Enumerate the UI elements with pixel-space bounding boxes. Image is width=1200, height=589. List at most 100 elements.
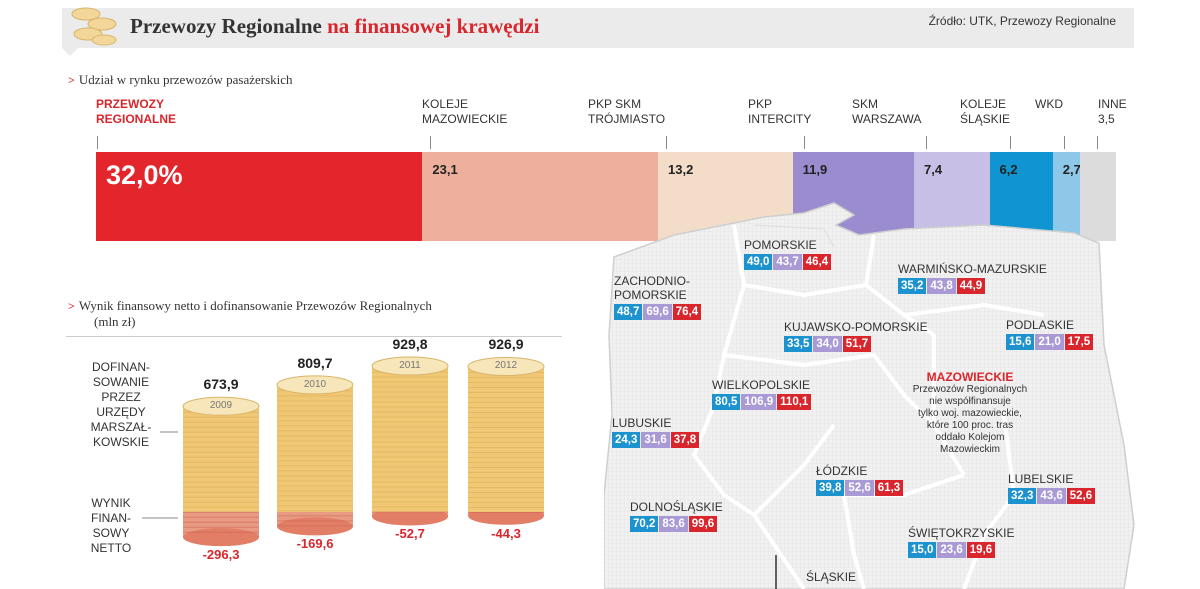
region-value-2: 43,7 [773,254,802,270]
region-values: 24,3 31,6 37,8 [612,432,700,448]
region-value-1: 35,2 [898,278,927,294]
market-share-heading-text: Udział w rynku przewozów pasażerskich [78,72,293,87]
segment-label-line: INTERCITY [748,112,812,126]
mazowieckie-note-line: oddało Kolejom [935,432,1005,443]
region-podlaskie: PODLASKIE 15,6 21,0 17,5 [1006,318,1094,350]
region-śląskie: ŚLĄSKIE [806,570,856,584]
result-value: -52,7 [395,526,425,542]
segment-label-line: MAZOWIECKIE [422,112,508,126]
result-value: -296,3 [202,547,240,563]
region-value-1: 15,0 [908,542,937,558]
region-value-1: 33,5 [784,336,813,352]
legend-subsidy-line: URZĘDY [96,405,146,419]
region-values: 35,2 43,8 44,9 [898,278,1047,294]
region-value-2: 34,0 [813,336,842,352]
year-label: 2010 [303,378,327,390]
region-value-3: 110,1 [777,394,812,410]
legend-subsidy-line: DOFINAN- [92,360,150,374]
segment-value: 7,4 [924,162,943,177]
segment-value: 6,2 [999,162,1018,177]
segment-label-line: 3,5 [1098,112,1115,126]
region-name: POMORSKIE [744,238,817,252]
coins-icon [71,7,117,46]
result-bar-bottom [277,517,353,536]
funding-heading-line1: Wynik finansowy netto i dofinansowanie P… [78,298,432,313]
section-marker: > [68,73,75,87]
result-value: -44,3 [491,525,521,541]
market-segment-1 [96,152,423,241]
region-name: WIELKOPOLSKIE [712,378,811,392]
poland-map [604,202,1135,589]
legend-subsidy-line: KOWSKIE [92,435,149,449]
region-value-1: 80,5 [712,394,741,410]
segment-pointer [1064,136,1065,149]
region-value-1: 49,0 [744,254,773,270]
coin-top [182,396,260,416]
region-warmińsko-mazurskie: WARMIŃSKO-MAZURSKIE 35,2 43,8 44,9 [898,262,1047,294]
title-main: Przewozy Regionalne [130,14,322,38]
segment-pointer [1097,136,1098,149]
region-name: PODLASKIE [1006,318,1075,332]
subsidy-stack-2009 [183,406,259,512]
legend-result-label: WYNIK FINAN- SOWY NETTO [78,496,144,556]
region-lubelskie: LUBELSKIE 32,3 43,6 52,6 [1008,472,1096,504]
market-segment-8 [1080,152,1116,241]
segment-pointer [666,136,667,149]
coin-top [371,356,449,376]
region-mazowieckie: MAZOWIECKIE Przewozów Regionalnych nie wsp… [890,370,1050,456]
region-name-line: POMORSKIE [614,288,687,302]
segment-label-line: KOLEJE [422,97,469,111]
region-świętokrzyskie: ŚWIĘTOKRZYSKIE 15,0 23,6 19,6 [908,526,1014,558]
segment-label-line: PKP [748,97,773,111]
mazowieckie-note-line: tylko woj. mazowieckie, [918,408,1022,419]
region-value-3: 19,6 [966,542,996,558]
segment-label: INNE 3,5 [1098,97,1127,127]
segment-pointer [926,136,927,149]
region-value-1: 39,8 [816,480,845,496]
subsidy-stack-2011 [372,366,448,512]
subsidy-value: 673,9 [203,376,239,393]
region-value-3: 76,4 [672,304,702,320]
region-value-2: 31,6 [641,432,670,448]
region-name: ŚWIĘTOKRZYSKIE [908,526,1015,540]
funding-heading-unit: (mln zł) [94,314,136,329]
segment-label-line: WKD [1035,97,1063,111]
legend-result-line: WYNIK [91,496,131,510]
year-label: 2012 [494,360,518,372]
segment-label: PKP INTERCITY [748,97,811,127]
segment-label: PRZEWOZY REGIONALNE [96,97,176,127]
region-name: ŁÓDZKIE [816,464,868,478]
market-segment-7 [1052,152,1081,241]
region-dolnośląskie: DOLNOŚLĄSKIE 70,2 83,6 99,6 [630,500,723,532]
region-value-2: 83,6 [659,516,688,532]
region-values: 49,0 43,7 46,4 [744,254,832,270]
region-name: KUJAWSKO-POMORSKIE [784,320,928,334]
subsidy-value: 809,7 [297,354,333,371]
result-bar-bottom [183,528,259,547]
region-values: 15,6 21,0 17,5 [1006,334,1094,350]
region-value-1: 48,7 [614,304,643,320]
segment-label-line: TRÓJMIASTO [588,112,666,126]
segment-pointer [804,136,805,149]
region-value-3: 52,6 [1066,488,1096,504]
legend-result-line: SOWY [92,526,130,540]
region-name: MAZOWIECKIE [926,370,1014,384]
funding-heading: > Wynik finansowy netto i dofinansowanie … [68,298,432,314]
region-name: DOLNOŚLĄSKIE [630,500,723,514]
segment-label-line: PRZEWOZY [96,97,164,111]
segment-label: PKP SKM TRÓJMIASTO [588,97,665,127]
region-name: LUBELSKIE [1008,472,1074,486]
segment-label-line: INNE [1098,97,1127,111]
subsidy-value: 926,9 [488,336,524,353]
region-borders [691,224,1045,589]
region-value-2: 21,0 [1035,334,1064,350]
legend-result-line: FINAN- [91,511,131,525]
region-value-1: 32,3 [1008,488,1037,504]
legend-result-line: NETTO [90,541,132,555]
map-outline [604,202,1135,589]
region-values: 39,8 52,6 61,3 [816,480,904,496]
segment-label: KOLEJE ŚLĄSKIE [960,97,1010,127]
funding-divider [66,336,562,337]
coin-top [467,356,545,376]
